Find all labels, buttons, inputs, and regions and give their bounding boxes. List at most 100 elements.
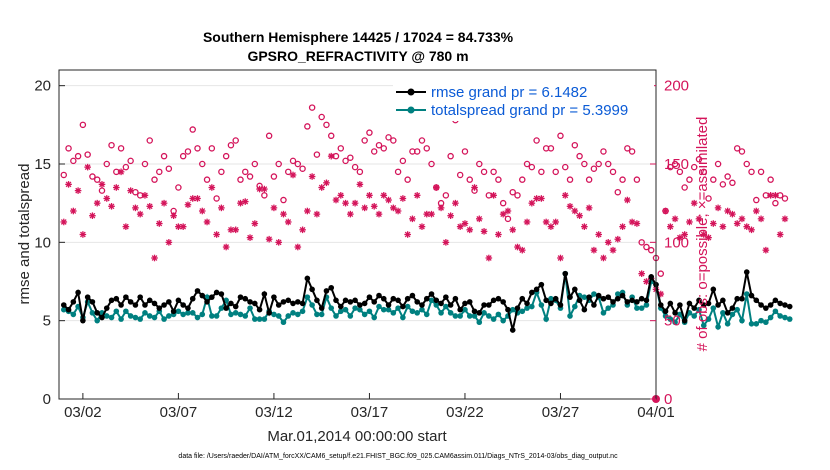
obs-assimilated-marker [590,246,598,254]
series-rmse-point [376,292,382,299]
obs-possible-marker [156,168,163,176]
obs-assimilated-marker [724,207,731,215]
obs-assimilated-marker [270,204,278,212]
obs-assimilated-marker [576,212,583,219]
obs-assimilated-marker [404,231,411,238]
series-totalspread-point [60,306,67,313]
obs-possible-marker [284,168,292,176]
y-tick-right-label: 100 [664,234,689,251]
series-rmse-point [529,289,535,296]
obs-possible-marker [184,148,192,155]
obs-possible-marker [108,141,115,149]
obs-possible-marker [342,157,349,165]
series-rmse-point [729,305,736,311]
obs-possible-marker [270,173,278,180]
series-rmse-point [691,305,698,311]
series-rmse-point [524,300,530,307]
obs-possible-marker [208,145,216,152]
series-totalspread-point [132,314,139,321]
obs-assimilated-marker [566,203,574,210]
obs-assimilated-marker [466,226,474,234]
series-rmse-point [189,295,196,302]
obs-possible-marker [280,196,287,204]
obs-assimilated-marker [280,210,287,218]
y-tick-left-label: 10 [34,234,51,251]
series-totalspread-point [366,308,373,315]
obs-assimilated-marker [84,163,91,171]
obs-assimilated-marker [299,226,306,234]
obs-assimilated-marker [719,223,727,230]
obs-possible-marker [729,179,736,187]
series-rmse-point [471,308,478,315]
obs-possible-marker [595,160,602,168]
obs-assimilated-marker [447,212,454,219]
series-rmse-point [299,300,306,307]
obs-possible-marker [600,148,607,155]
series-totalspread-point [175,308,182,315]
obs-possible-marker [275,160,282,168]
series-rmse-point [357,302,363,308]
series-rmse-point [495,295,502,302]
obs-possible-marker [160,152,168,160]
series-rmse-point [65,306,72,313]
obs-possible-marker [261,192,268,199]
obs-possible-marker [122,163,130,171]
series-rmse-point [672,310,678,316]
obs-assimilated-marker [366,192,373,199]
series-rmse-point [576,297,583,304]
obs-possible-marker [242,168,249,176]
series-rmse-point [414,299,421,305]
obs-assimilated-marker [323,179,330,187]
obs-assimilated-marker [542,218,550,226]
obs-possible-marker [781,195,789,202]
obs-possible-marker [633,176,641,183]
series-totalspread-point [256,316,263,322]
series-rmse-point [438,300,444,307]
obs-possible-marker [98,187,106,194]
obs-possible-marker [681,184,688,191]
obs-possible-marker [772,199,779,207]
series-totalspread-point [481,310,487,316]
obs-possible-marker [199,160,206,168]
obs-possible-marker [141,160,149,168]
obs-possible-marker [347,154,354,161]
series-rmse-point [786,303,793,310]
obs-possible-marker [499,199,507,207]
obs-assimilated-marker [757,215,765,223]
series-totalspread-point [194,314,201,321]
series-totalspread-point [199,311,206,318]
obs-possible-marker [657,270,665,277]
series-rmse-point [428,291,435,297]
series-totalspread-point [295,311,301,318]
series-rmse-point [161,302,167,308]
obs-possible-marker [643,243,650,251]
series-totalspread-point [290,310,296,316]
series-rmse-point [333,297,339,304]
series-rmse-point [390,295,397,302]
series-totalspread-point [380,306,387,313]
series-totalspread-point [400,314,406,321]
series-rmse-point [538,281,545,288]
obs-assimilated-marker [113,184,120,191]
obs-possible-marker [93,176,101,183]
series-totalspread-point [777,313,783,319]
obs-assimilated-marker [232,226,240,234]
series-rmse-point [94,310,101,316]
obs-assimilated-marker [117,168,125,176]
x-tick-label: 03/07 [160,404,198,421]
obs-assimilated-marker [710,220,717,227]
series-totalspread-point [352,305,358,311]
series-rmse-point [228,300,234,307]
obs-assimilated-marker [304,207,311,215]
obs-assimilated-marker [772,192,779,199]
series-totalspread-point [600,310,607,316]
obs-assimilated-marker [203,218,211,226]
obs-assimilated-marker [380,192,388,199]
obs-assimilated-marker [452,199,459,207]
obs-possible-marker [84,151,91,158]
obs-possible-marker [74,152,82,160]
obs-possible-marker [294,160,302,168]
series-rmse-point [223,305,229,311]
series-rmse-point [509,327,516,333]
obs-assimilated-marker [184,201,192,209]
